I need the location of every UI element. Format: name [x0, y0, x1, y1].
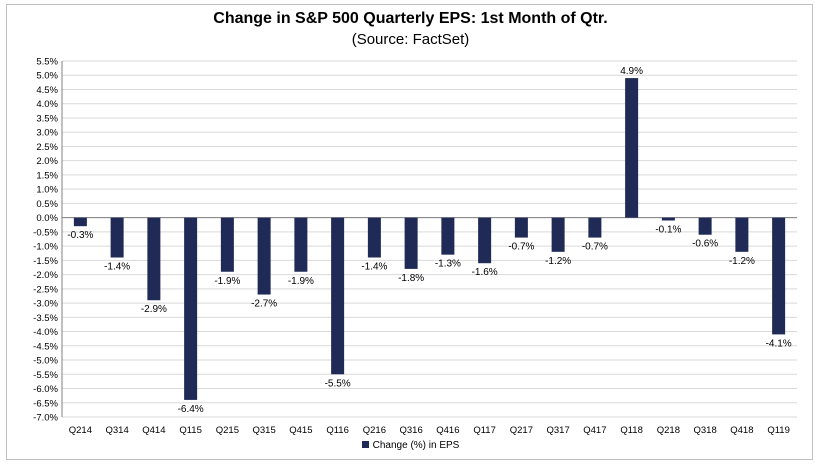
x-tick-label: Q118 [620, 425, 643, 436]
data-label: -5.5% [325, 378, 351, 389]
bar [735, 217, 749, 252]
chart-title: Change in S&P 500 Quarterly EPS: 1st Mon… [213, 10, 608, 27]
bar [147, 217, 161, 301]
bar [698, 217, 712, 235]
x-tick-label: Q314 [106, 425, 129, 436]
y-tick-label: -1.5% [33, 256, 58, 267]
y-tick-label: -1.0% [33, 242, 58, 253]
data-label: -1.9% [288, 276, 314, 287]
x-tick-label: Q116 [326, 425, 349, 436]
data-label: -1.8% [398, 273, 424, 284]
bar [551, 217, 565, 252]
data-label: -6.4% [178, 404, 204, 415]
y-tick-label: -3.0% [33, 299, 58, 310]
x-tick-label: Q217 [510, 425, 533, 436]
bar [294, 217, 308, 272]
data-label: -0.3% [67, 230, 93, 241]
bar [331, 217, 345, 375]
data-label: -0.1% [655, 224, 681, 235]
legend-label: Change (%) in EPS [372, 440, 460, 451]
bar [588, 217, 602, 238]
data-label: -1.3% [435, 259, 461, 270]
x-tick-label: Q315 [253, 425, 276, 436]
x-tick-label: Q218 [657, 425, 680, 436]
bar [772, 217, 786, 335]
y-tick-label: -4.0% [33, 327, 58, 338]
legend: Change (%) in EPS [0, 440, 821, 451]
bar [441, 217, 455, 255]
data-label: -1.2% [545, 256, 571, 267]
y-tick-label: -4.5% [33, 341, 58, 352]
y-tick-label: 0.0% [36, 213, 58, 224]
y-tick-label: 2.0% [36, 156, 58, 167]
x-tick-label: Q214 [69, 425, 92, 436]
bar [404, 217, 418, 269]
y-tick-label: 1.5% [36, 170, 58, 181]
data-label: -0.7% [582, 242, 608, 253]
x-tick-label: Q318 [694, 425, 717, 436]
y-tick-label: 0.5% [36, 199, 58, 210]
data-label: -1.9% [214, 276, 240, 287]
y-tick-label: 3.0% [36, 128, 58, 139]
y-tick-label: -5.5% [33, 370, 58, 381]
y-tick-label: -7.0% [33, 413, 58, 424]
x-tick-label: Q216 [363, 425, 386, 436]
y-tick-label: -0.5% [33, 227, 58, 238]
bar [661, 217, 675, 221]
bar [478, 217, 492, 264]
y-tick-label: 4.5% [36, 85, 58, 96]
y-tick-label: -3.5% [33, 313, 58, 324]
x-tick-label: Q416 [436, 425, 459, 436]
bar [184, 217, 198, 400]
x-tick-label: Q119 [767, 425, 790, 436]
y-tick-label: -6.5% [33, 398, 58, 409]
y-tick-label: 2.5% [36, 142, 58, 153]
x-tick-label: Q417 [583, 425, 606, 436]
x-tick-label: Q215 [216, 425, 239, 436]
chart-subtitle: (Source: FactSet) [351, 31, 470, 48]
bar [514, 217, 528, 238]
y-tick-label: 3.5% [36, 113, 58, 124]
bar [257, 217, 271, 295]
bar [367, 217, 381, 258]
y-tick-label: -6.0% [33, 384, 58, 395]
data-label: -2.7% [251, 299, 277, 310]
data-label: -1.2% [729, 256, 755, 267]
y-tick-label: 5.5% [36, 57, 58, 68]
y-tick-label: -2.0% [33, 270, 58, 281]
y-tick-label: 4.0% [36, 99, 58, 110]
legend-swatch [361, 441, 369, 448]
bar [625, 78, 639, 218]
data-label: -4.1% [766, 338, 792, 349]
data-label: -0.6% [692, 239, 718, 250]
x-tick-label: Q115 [179, 425, 202, 436]
data-label: -1.4% [104, 262, 130, 273]
bar [73, 217, 87, 227]
data-label: -2.9% [141, 304, 167, 315]
data-label: -1.4% [361, 262, 387, 273]
x-tick-label: Q418 [730, 425, 753, 436]
y-tick-label: 5.0% [36, 71, 58, 82]
data-label: -0.7% [508, 242, 534, 253]
y-tick-label: -2.5% [33, 284, 58, 295]
x-tick-label: Q317 [547, 425, 570, 436]
x-tick-label: Q117 [473, 425, 496, 436]
bar [110, 217, 124, 258]
bar [220, 217, 234, 272]
x-tick-label: Q316 [400, 425, 423, 436]
data-label: -1.6% [472, 267, 498, 278]
y-tick-label: 1.0% [36, 185, 58, 196]
x-tick-label: Q415 [289, 425, 312, 436]
x-tick-label: Q414 [142, 425, 165, 436]
data-label: 4.9% [620, 66, 643, 77]
y-tick-label: -5.0% [33, 356, 58, 367]
